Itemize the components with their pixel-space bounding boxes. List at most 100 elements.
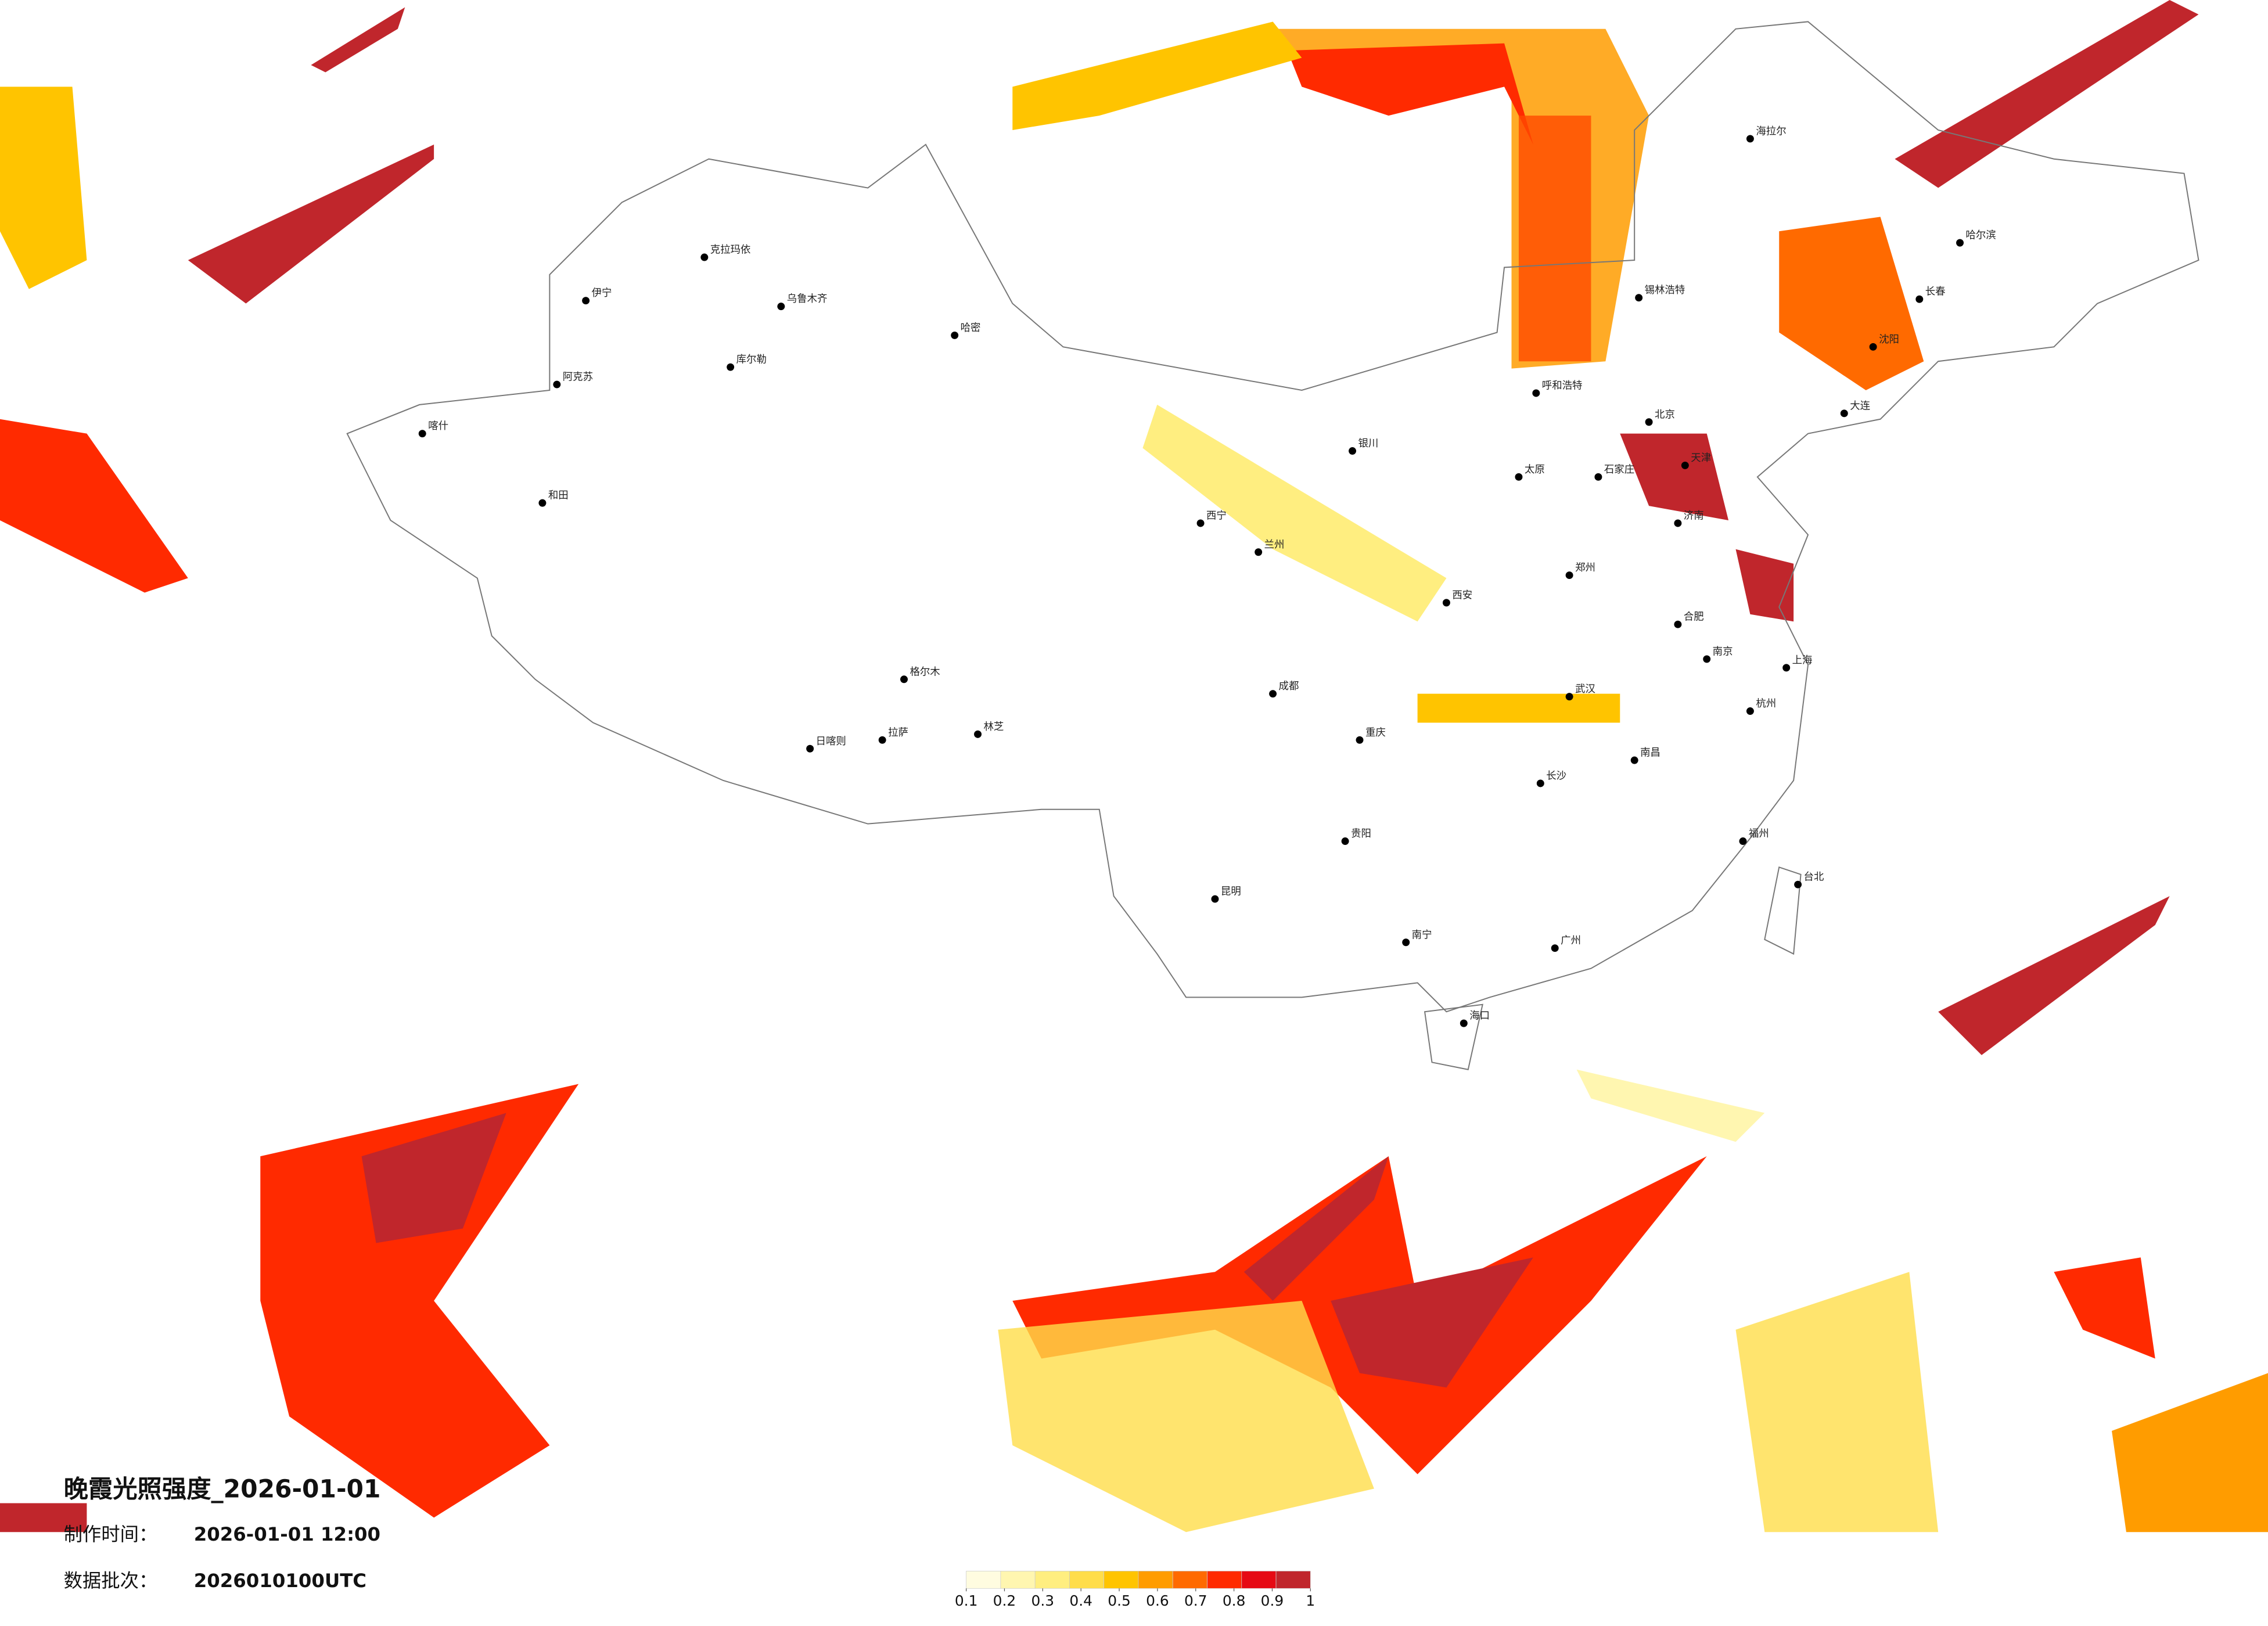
city-label: 喀什 [428, 420, 448, 432]
city-label: 和田 [548, 490, 569, 502]
city-dot [1630, 756, 1638, 764]
city-label: 海拉尔 [1756, 125, 1786, 137]
colorbar-swatch [1034, 1571, 1070, 1589]
city-label: 上海 [1792, 654, 1813, 666]
colorbar-label: 0.5 [1108, 1592, 1131, 1609]
city-dot [1746, 707, 1754, 715]
city-label: 克拉玛依 [710, 244, 751, 256]
city-dot [806, 744, 814, 753]
city-label: 日喀则 [816, 736, 846, 747]
city-dot [1635, 294, 1643, 302]
city-dot [1442, 599, 1450, 607]
city-label: 成都 [1279, 681, 1299, 692]
city-dot [1515, 473, 1523, 481]
city-dot [1196, 519, 1205, 527]
city-dot [1460, 1019, 1468, 1027]
city-label: 长沙 [1546, 771, 1566, 782]
city-dot [1746, 135, 1754, 143]
city-label: 沈阳 [1879, 334, 1899, 346]
city-label: 广州 [1561, 935, 1581, 947]
city-label: 天津 [1691, 452, 1711, 464]
city-dot [951, 331, 959, 339]
city-dot [1565, 571, 1573, 580]
city-dot [1869, 343, 1877, 351]
colorbar-swatch [1207, 1571, 1242, 1589]
city-label: 长春 [1925, 286, 1946, 298]
city-label: 西宁 [1206, 510, 1227, 522]
china-outline [346, 21, 2199, 1013]
city-label: 北京 [1655, 409, 1675, 420]
info-value: 2026-01-01 12:00 [194, 1523, 380, 1545]
colorbar-swatch [966, 1571, 1001, 1589]
colorbar-swatch [1000, 1571, 1036, 1589]
city-dot [1565, 693, 1573, 701]
colorbar-swatch [1069, 1571, 1105, 1589]
colorbar-label: 0.3 [1031, 1592, 1055, 1609]
city-dot [1255, 548, 1263, 556]
colorbar-label: 0.6 [1146, 1592, 1169, 1609]
city-dot [1211, 895, 1219, 903]
city-label: 南宁 [1412, 929, 1432, 941]
colorbar-swatch [1275, 1571, 1311, 1589]
city-label: 库尔勒 [736, 354, 767, 366]
city-label: 福州 [1749, 828, 1769, 840]
colorbar-swatch [1241, 1571, 1277, 1589]
city-dot [418, 430, 426, 438]
city-label: 银川 [1358, 438, 1379, 449]
city-dot [1703, 655, 1711, 663]
city-label: 重庆 [1365, 727, 1386, 739]
city-label: 南昌 [1640, 747, 1660, 759]
colorbar: 0.1 0.2 0.3 0.4 0.5 0.6 0.7 0.8 0.9 1 [955, 1571, 1315, 1609]
city-dot [1341, 837, 1349, 846]
info-label: 制作时间： [64, 1523, 158, 1545]
city-label: 合肥 [1684, 611, 1704, 623]
city-dot [1349, 447, 1357, 455]
city-label: 阿克苏 [563, 372, 593, 383]
hainan [1424, 1003, 1483, 1070]
city-label: 伊宁 [592, 287, 612, 299]
city-label: 武汉 [1575, 684, 1595, 695]
city-label: 哈密 [961, 322, 981, 334]
city-label: 郑州 [1575, 562, 1595, 574]
city-dot [1840, 409, 1848, 418]
colorbar-swatch [1138, 1571, 1173, 1589]
city-dot [1594, 473, 1602, 481]
city-dot [1402, 938, 1410, 947]
city-dot [582, 297, 590, 305]
city-label: 林芝 [983, 721, 1004, 733]
city-label: 石家庄 [1604, 464, 1634, 476]
city-dot [1551, 944, 1559, 952]
city-dot [1674, 620, 1682, 628]
intensity-field [0, 0, 2268, 1533]
city-label: 太原 [1525, 464, 1545, 476]
colorbar-label: 0.2 [993, 1592, 1016, 1609]
city-dot [1645, 418, 1653, 426]
colorbar-label: 0.9 [1261, 1592, 1284, 1609]
colorbar-swatch [1172, 1571, 1207, 1589]
city-dot [538, 499, 547, 507]
city-dot [1674, 519, 1682, 527]
city-label: 贵阳 [1351, 828, 1371, 840]
city-dot [1739, 837, 1747, 846]
city-label: 昆明 [1221, 886, 1241, 898]
city-dot [1956, 239, 1964, 247]
colorbar-label: 0.1 [955, 1592, 978, 1609]
city-label: 哈尔滨 [1965, 230, 1996, 242]
city-label: 乌鲁木齐 [787, 293, 828, 305]
city-label: 大连 [1850, 400, 1870, 412]
city-dot [727, 363, 735, 371]
city-dot [1536, 779, 1544, 787]
info-label: 数据批次： [64, 1570, 158, 1592]
city-label: 南京 [1713, 646, 1733, 657]
city-dot [1269, 690, 1277, 698]
colorbar-label: 0.4 [1069, 1592, 1092, 1609]
city-dot [1794, 880, 1802, 888]
city-label: 拉萨 [888, 727, 908, 739]
colorbar-label: 0.8 [1223, 1592, 1246, 1609]
city-dot [900, 675, 908, 684]
city-dot [1681, 461, 1689, 469]
city-label: 海口 [1469, 1010, 1490, 1022]
city-dot [974, 730, 982, 738]
